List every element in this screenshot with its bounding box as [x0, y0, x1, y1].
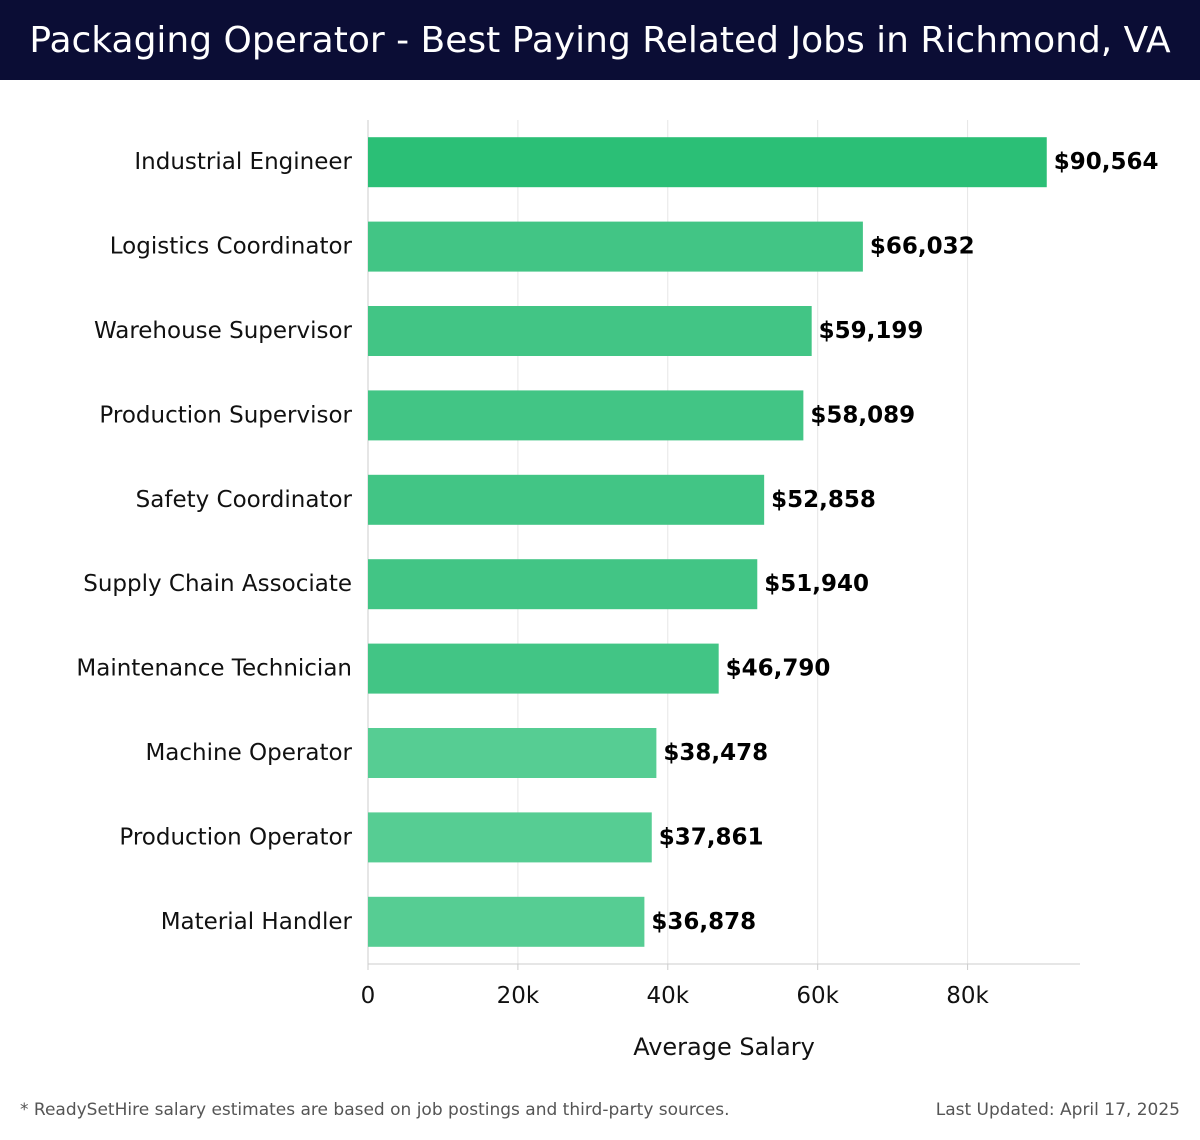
bar-5 — [368, 474, 765, 525]
bar-3 — [368, 306, 812, 356]
salary-bar-chart: Industrial Engineer $90,564 Logistics Coor… — [76, 120, 1159, 1061]
x-tick-label-4: 80k — [946, 983, 989, 1009]
footer-note: * ReadySetHire salary estimates are base… — [20, 1100, 730, 1120]
value-label-6: $51,940 — [764, 571, 869, 597]
value-label-2: $66,032 — [870, 234, 975, 260]
bar-10 — [368, 896, 645, 947]
x-axis-title: Average Salary — [633, 1033, 815, 1061]
category-label-8: Machine Operator — [145, 740, 352, 766]
value-label-9: $37,861 — [659, 824, 764, 850]
value-label-10: $36,878 — [651, 909, 756, 935]
x-tick-label-1: 20k — [497, 983, 540, 1009]
value-label-8: $38,478 — [663, 740, 768, 766]
value-label-4: $58,089 — [810, 402, 915, 428]
category-label-2: Logistics Coordinator — [110, 234, 353, 260]
value-label-3: $59,199 — [819, 318, 924, 344]
category-label-5: Safety Coordinator — [136, 487, 353, 513]
bar-6 — [368, 559, 758, 610]
value-label-5: $52,858 — [771, 487, 876, 513]
x-tick-label-0: 0 — [361, 983, 376, 1009]
bar-2 — [368, 221, 863, 272]
last-updated: Last Updated: April 17, 2025 — [935, 1100, 1180, 1120]
bar-1 — [368, 137, 1047, 188]
category-label-3: Warehouse Supervisor — [94, 318, 353, 344]
category-label-1: Industrial Engineer — [134, 149, 352, 175]
category-label-10: Material Handler — [161, 909, 353, 935]
page-title: Packaging Operator - Best Paying Related… — [29, 19, 1171, 61]
category-label-9: Production Operator — [119, 824, 352, 850]
x-tick-label-3: 60k — [796, 983, 839, 1009]
x-tick-label-2: 40k — [646, 983, 689, 1009]
value-label-7: $46,790 — [726, 656, 831, 682]
category-label-7: Maintenance Technician — [76, 656, 352, 682]
bar-7 — [368, 643, 719, 694]
category-label-6: Supply Chain Associate — [83, 571, 352, 597]
header-bar: Packaging Operator - Best Paying Related… — [0, 0, 1200, 80]
bar-8 — [368, 728, 657, 778]
category-label-4: Production Supervisor — [99, 402, 352, 428]
bar-9 — [368, 812, 652, 863]
value-label-1: $90,564 — [1054, 149, 1159, 175]
bar-4 — [368, 390, 804, 441]
